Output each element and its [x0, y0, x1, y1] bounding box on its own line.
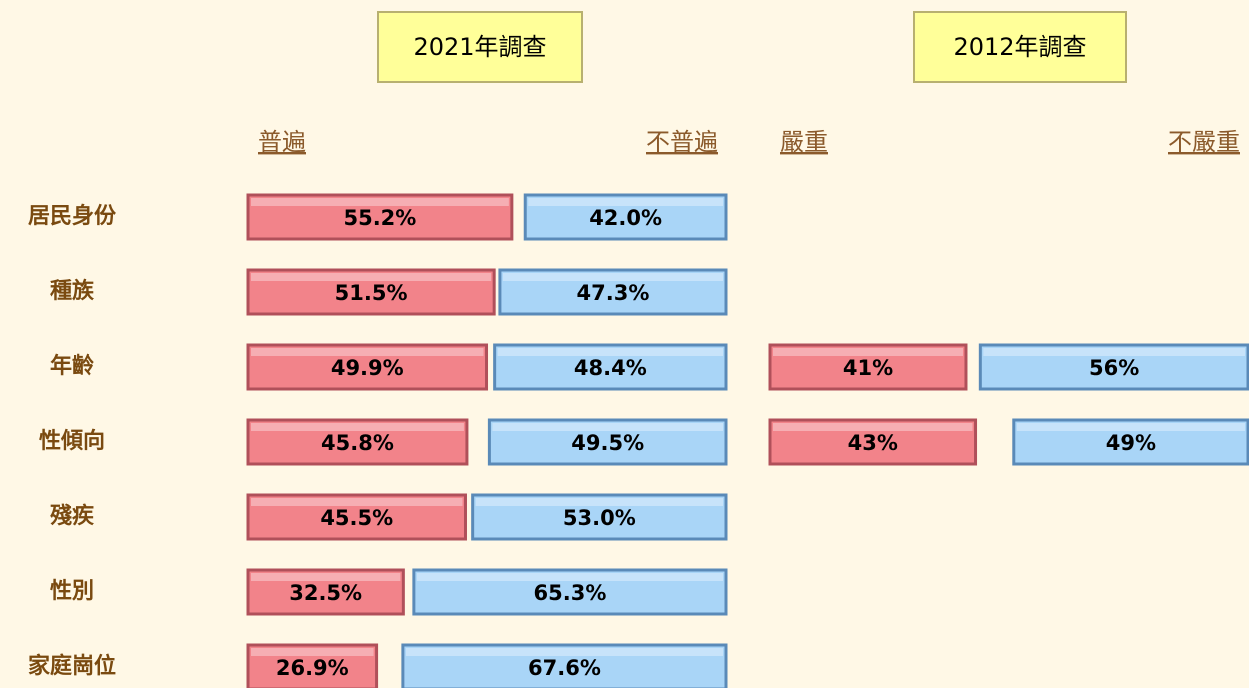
bar-highlight — [983, 348, 1245, 356]
bar — [246, 418, 469, 466]
bar — [246, 268, 496, 316]
category-label: 殘疾 — [50, 503, 94, 529]
bar-highlight — [416, 573, 723, 581]
bar — [401, 643, 728, 688]
bar — [523, 193, 728, 241]
bar-highlight — [773, 423, 973, 431]
column-label: 普遍 — [258, 128, 306, 156]
bar-highlight — [251, 423, 464, 431]
value-label: 47.3% — [577, 281, 650, 305]
bar — [498, 268, 728, 316]
bar — [246, 193, 514, 241]
title-box — [913, 11, 1127, 83]
value-label: 45.8% — [321, 431, 394, 455]
value-label: 55.2% — [343, 206, 416, 230]
bar — [246, 643, 379, 688]
value-label: 41% — [843, 356, 893, 380]
column-label: 不普遍 — [646, 128, 718, 156]
bar — [412, 568, 728, 616]
category-label: 性別 — [50, 579, 94, 604]
panel-title: 2012年調查 — [953, 33, 1086, 61]
bar-highlight — [251, 648, 374, 656]
bar-highlight — [528, 198, 723, 206]
bar — [246, 568, 405, 616]
bar — [768, 343, 968, 391]
bar — [487, 418, 728, 466]
value-label: 67.6% — [528, 656, 601, 680]
value-label: 48.4% — [574, 356, 647, 380]
bar-highlight — [1016, 423, 1245, 431]
bar-highlight — [492, 423, 723, 431]
bar — [246, 343, 489, 391]
value-label: 49.9% — [331, 356, 404, 380]
column-label: 不嚴重 — [1168, 128, 1240, 156]
bar-highlight — [251, 198, 509, 206]
value-label: 42.0% — [589, 206, 662, 230]
category-label: 家庭崗位 — [28, 653, 116, 679]
value-label: 53.0% — [563, 506, 636, 530]
value-label: 49.5% — [571, 431, 644, 455]
bar-highlight — [251, 573, 401, 581]
value-label: 65.3% — [534, 581, 607, 605]
category-label: 種族 — [50, 278, 95, 304]
bar — [768, 418, 978, 466]
bar — [1012, 418, 1249, 466]
bar — [978, 343, 1249, 391]
value-label: 45.5% — [320, 506, 393, 530]
bar-highlight — [405, 648, 723, 656]
category-label: 年齡 — [50, 353, 94, 379]
panel-title: 2021年調查 — [413, 33, 546, 61]
bar-highlight — [251, 273, 492, 281]
value-label: 51.5% — [335, 281, 408, 305]
bar-highlight — [251, 498, 463, 506]
bar-highlight — [773, 348, 963, 356]
bar-highlight — [475, 498, 723, 506]
bar — [246, 493, 467, 541]
value-label: 26.9% — [276, 656, 349, 680]
category-label: 居民身份 — [28, 203, 117, 229]
title-box — [377, 11, 583, 83]
value-label: 32.5% — [289, 581, 362, 605]
value-label: 49% — [1106, 431, 1156, 455]
column-label: 嚴重 — [780, 128, 828, 156]
bar-highlight — [251, 348, 484, 356]
bar — [471, 493, 728, 541]
bar-highlight — [497, 348, 723, 356]
category-label: 性傾向 — [39, 428, 105, 454]
value-label: 43% — [848, 431, 898, 455]
value-label: 56% — [1089, 356, 1139, 380]
bar — [493, 343, 728, 391]
bar-highlight — [502, 273, 723, 281]
